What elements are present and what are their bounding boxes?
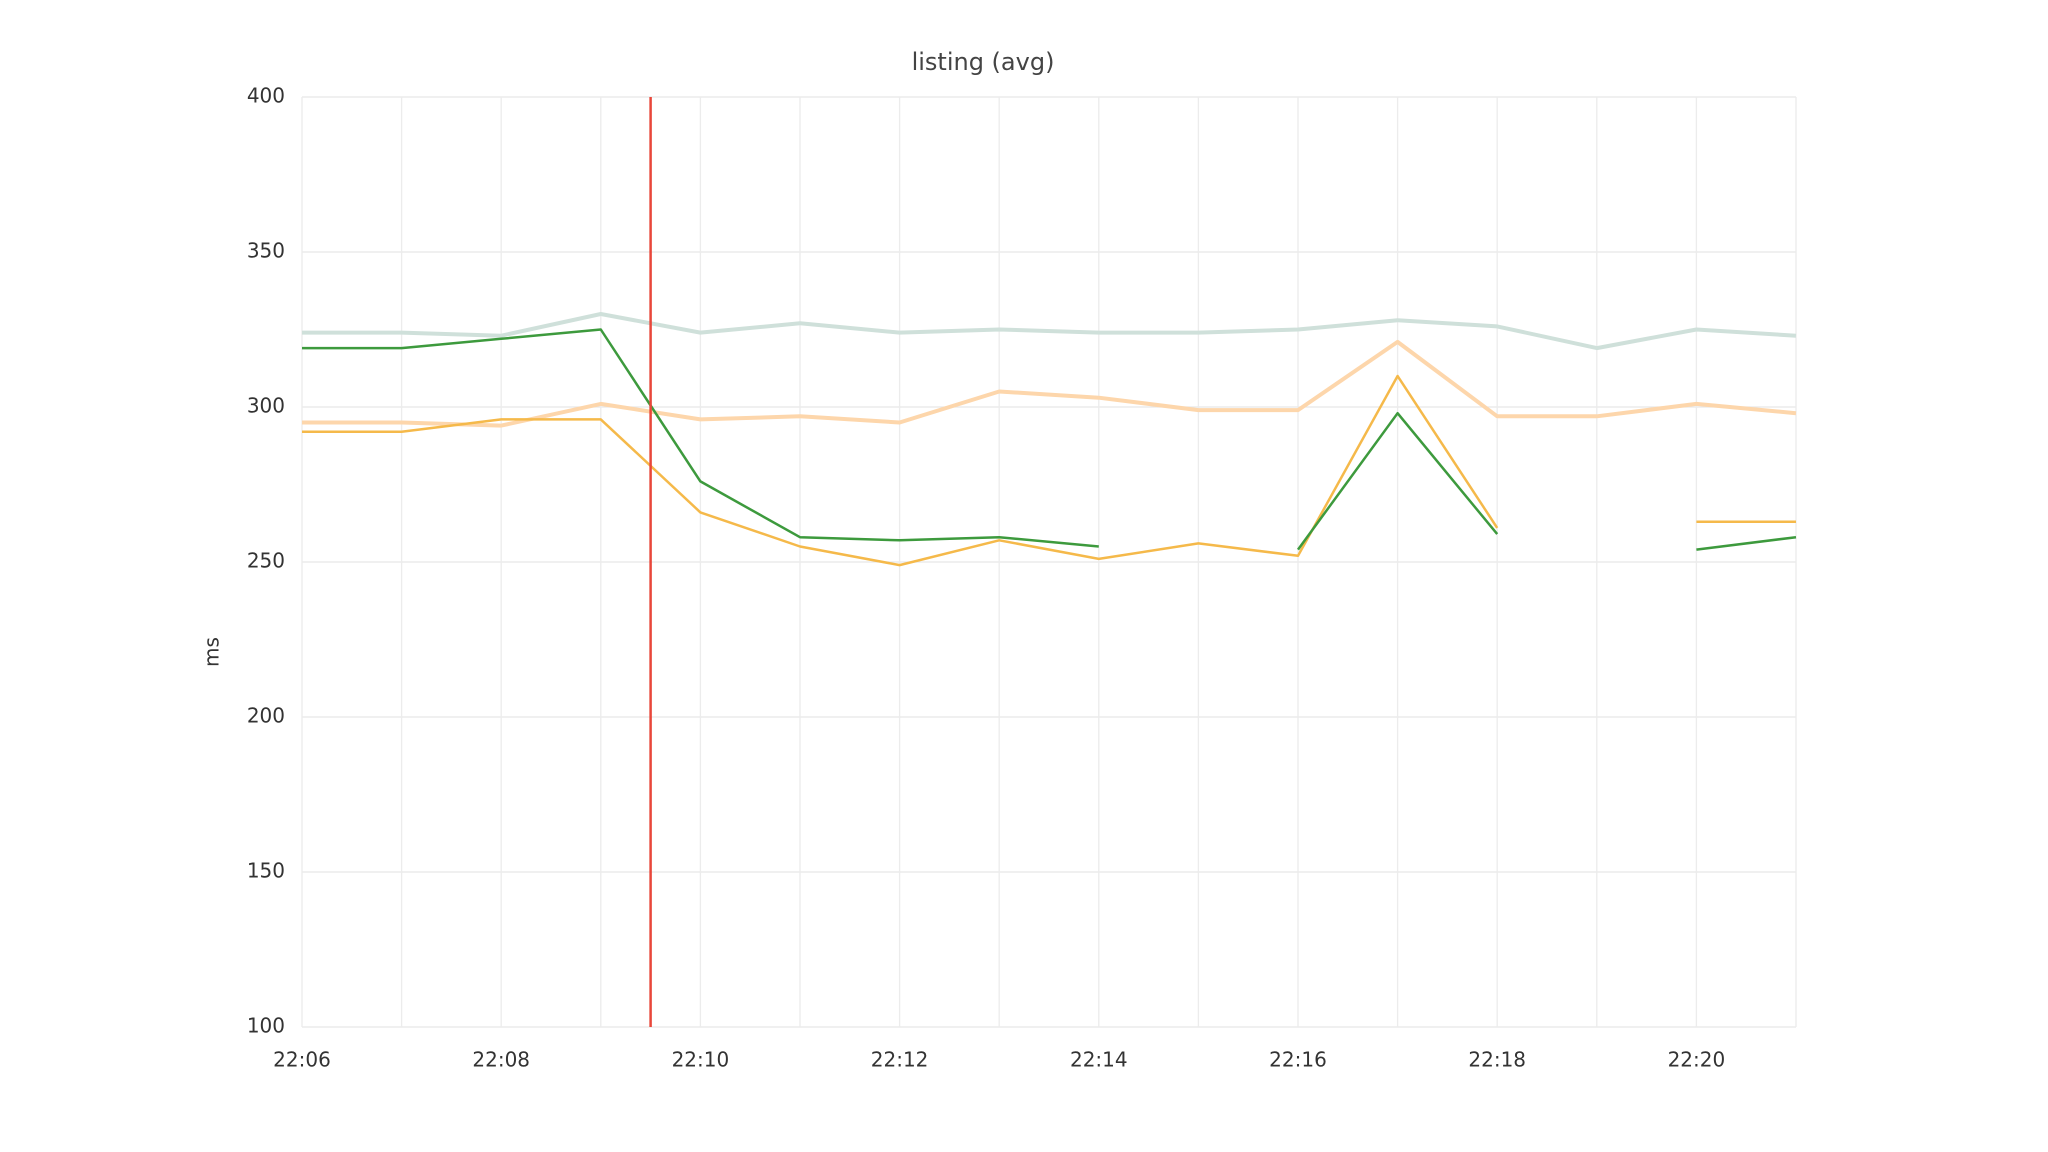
y-tick-label: 350 xyxy=(247,239,285,263)
x-tick-label: 22:14 xyxy=(1070,1048,1128,1072)
x-tick-label: 22:08 xyxy=(472,1048,530,1072)
x-tick-label: 22:16 xyxy=(1269,1048,1327,1072)
y-tick-label: 150 xyxy=(247,859,285,883)
x-tick-label: 22:18 xyxy=(1468,1048,1526,1072)
y-tick-label: 400 xyxy=(247,84,285,108)
y-tick-label: 100 xyxy=(247,1014,285,1038)
chart-title: listing (avg) xyxy=(912,48,1055,76)
x-tick-label: 22:10 xyxy=(672,1048,730,1072)
series-line xyxy=(302,374,1499,567)
x-tick-label: 22:20 xyxy=(1668,1048,1726,1072)
series-line xyxy=(302,312,1797,351)
series-line xyxy=(1296,411,1499,551)
series-line xyxy=(302,339,1797,428)
x-tick-label: 22:06 xyxy=(273,1048,331,1072)
y-tick-label: 200 xyxy=(247,704,285,728)
y-tick-label: 250 xyxy=(247,549,285,573)
series-line xyxy=(1696,535,1797,551)
x-tick-label: 22:12 xyxy=(871,1048,929,1072)
series-line xyxy=(302,328,1099,548)
y-tick-label: 300 xyxy=(247,394,285,418)
y-axis-label: ms xyxy=(200,637,224,667)
